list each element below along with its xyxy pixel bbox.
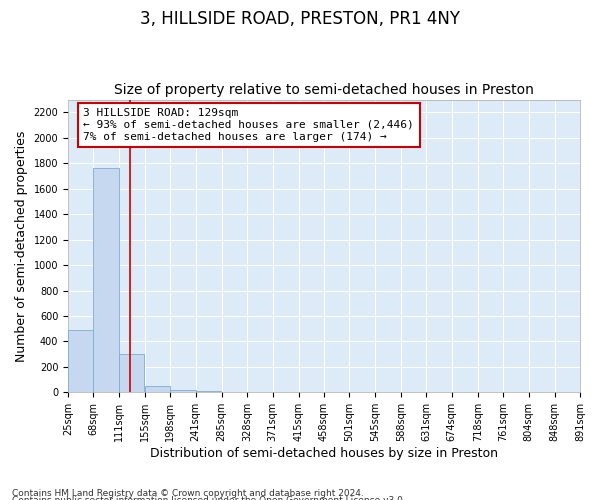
Text: 3, HILLSIDE ROAD, PRESTON, PR1 4NY: 3, HILLSIDE ROAD, PRESTON, PR1 4NY (140, 10, 460, 28)
X-axis label: Distribution of semi-detached houses by size in Preston: Distribution of semi-detached houses by … (150, 447, 498, 460)
Text: Contains public sector information licensed under the Open Government Licence v3: Contains public sector information licen… (12, 496, 406, 500)
Bar (119, 354, 144, 393)
Text: 3 HILLSIDE ROAD: 129sqm
← 93% of semi-detached houses are smaller (2,446)
7% of : 3 HILLSIDE ROAD: 129sqm ← 93% of semi-de… (83, 108, 414, 142)
Bar (94, 168, 119, 392)
Bar (145, 386, 170, 392)
Title: Size of property relative to semi-detached houses in Preston: Size of property relative to semi-detach… (114, 83, 534, 97)
Bar (196, 391, 221, 392)
Bar (68, 330, 94, 392)
Text: Contains HM Land Registry data © Crown copyright and database right 2024.: Contains HM Land Registry data © Crown c… (12, 488, 364, 498)
Y-axis label: Number of semi-detached properties: Number of semi-detached properties (15, 130, 28, 362)
Bar (170, 390, 196, 392)
